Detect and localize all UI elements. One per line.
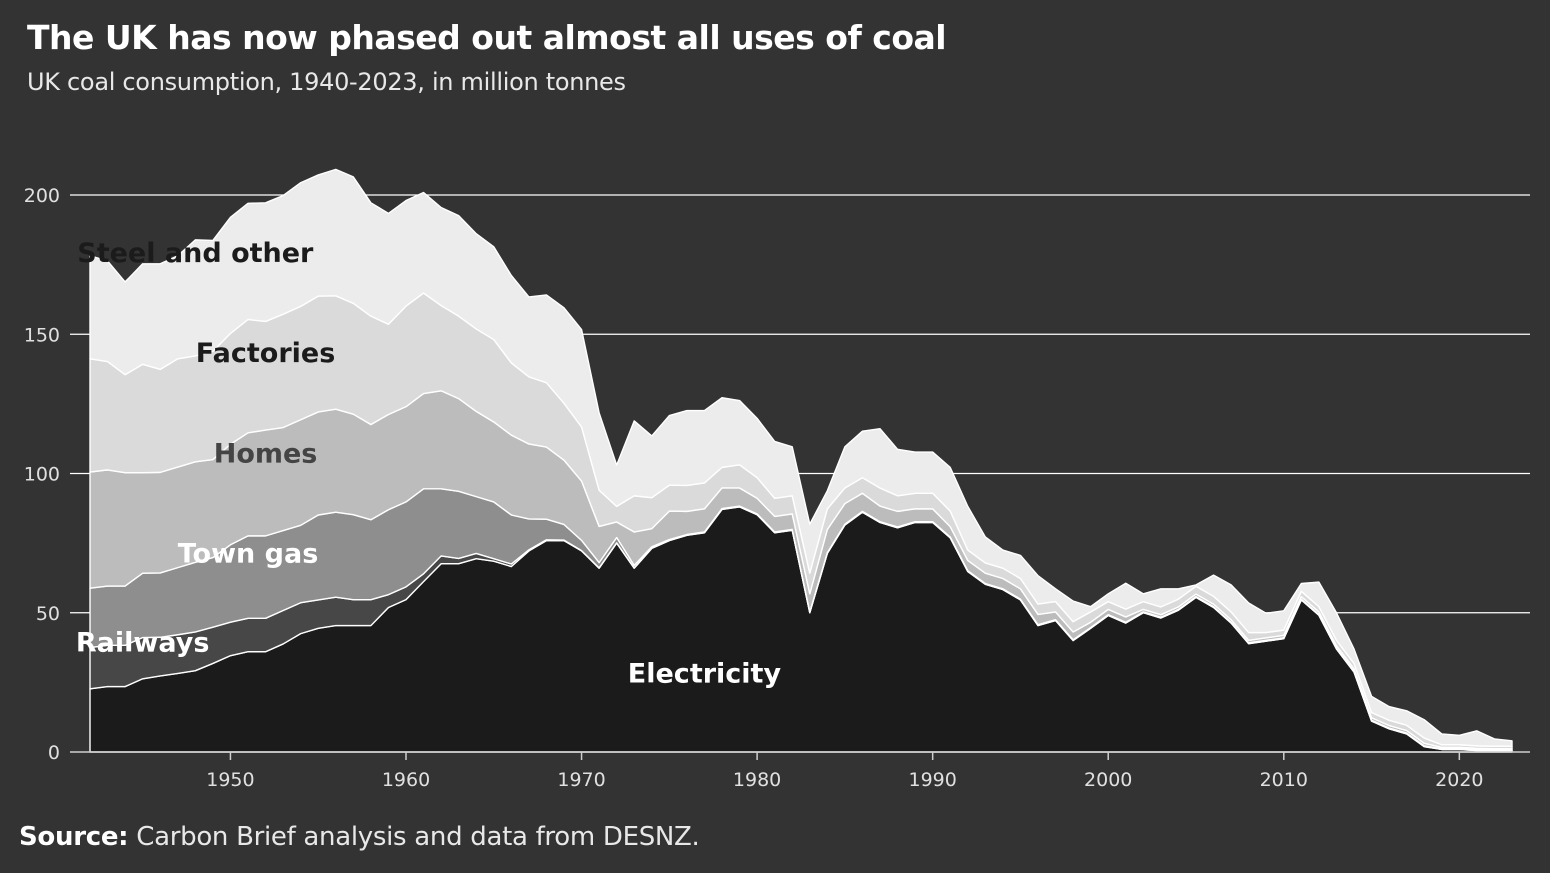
y-tick-label-0: 0 xyxy=(48,742,60,764)
y-tick-label-100: 100 xyxy=(24,464,60,486)
area-series xyxy=(89,168,1513,753)
x-tick-label-1960: 1960 xyxy=(382,769,430,791)
x-tick-label-2000: 2000 xyxy=(1084,769,1132,791)
source-label: Source: xyxy=(19,822,129,852)
series-label-electricity: Electricity xyxy=(628,658,782,689)
x-tick-label-2010: 2010 xyxy=(1260,769,1308,791)
source-note: Source: Carbon Brief analysis and data f… xyxy=(19,822,700,852)
y-tick-label-50: 50 xyxy=(36,603,60,625)
y-tick-label-200: 200 xyxy=(24,185,60,207)
x-tick-label-1990: 1990 xyxy=(908,769,956,791)
x-tick-label-2020: 2020 xyxy=(1435,769,1483,791)
chart-subtitle: UK coal consumption, 1940-2023, in milli… xyxy=(27,68,626,96)
x-tick-label-1970: 1970 xyxy=(557,769,605,791)
axes: 0 50 100 150 200 1950 1960 1970 1980 1990 2000 2010… xyxy=(24,185,1530,791)
series-labels: Steel and other Factories Homes Town gas Rai… xyxy=(76,238,782,690)
series-label-town-gas: Town gas xyxy=(178,539,319,570)
series-label-factories: Factories xyxy=(196,338,336,369)
source-text: Carbon Brief analysis and data from DESN… xyxy=(136,822,700,852)
area-steel-and-other xyxy=(89,168,1513,747)
x-tick-label-1980: 1980 xyxy=(733,769,781,791)
chart-title: The UK has now phased out almost all use… xyxy=(27,18,947,57)
series-label-homes: Homes xyxy=(214,438,318,469)
x-tick-label-1950: 1950 xyxy=(206,769,254,791)
series-label-railways: Railways xyxy=(76,628,210,659)
y-tick-label-150: 150 xyxy=(24,324,60,346)
series-label-steel-and-other: Steel and other xyxy=(77,238,314,269)
